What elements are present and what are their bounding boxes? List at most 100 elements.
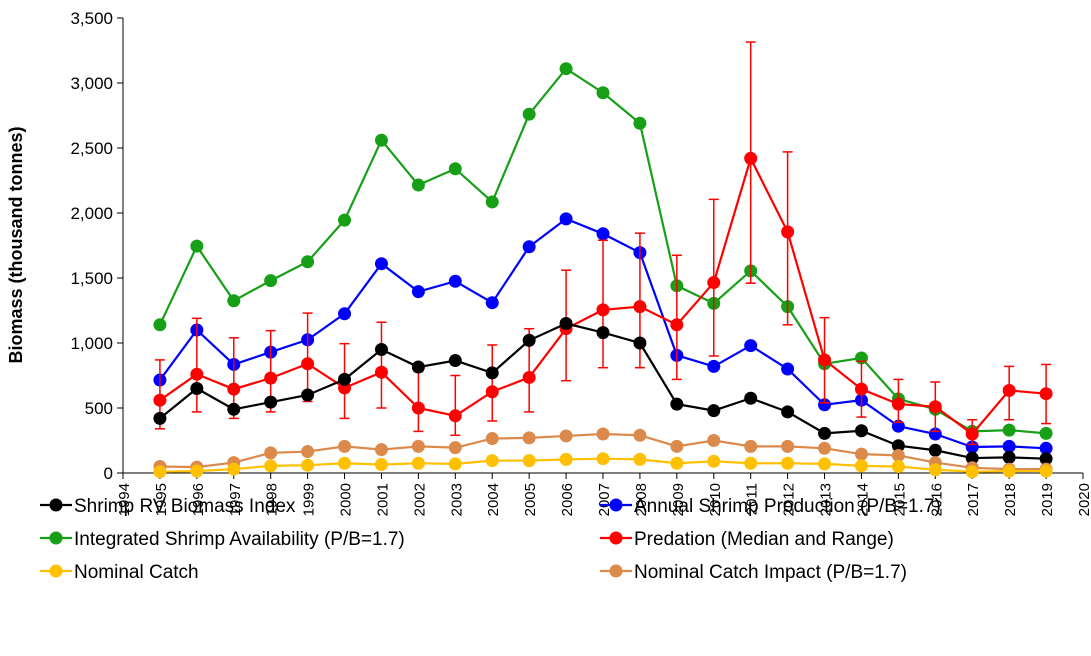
data-point	[338, 439, 352, 453]
data-point	[670, 456, 684, 470]
x-tick-label: 2002	[411, 483, 428, 516]
data-point	[411, 360, 425, 374]
x-tick-label: 2017	[965, 483, 982, 516]
data-point	[485, 366, 499, 380]
legend-swatch-point	[49, 531, 63, 545]
data-point	[559, 429, 573, 443]
x-tick-label: 2009	[670, 483, 687, 516]
x-tick-label: 2018	[1002, 483, 1019, 516]
data-point	[965, 451, 979, 465]
data-point	[818, 441, 832, 455]
y-tick-label: 3,000	[70, 74, 113, 93]
data-point	[854, 459, 868, 473]
x-tick-label: 2005	[522, 483, 539, 516]
x-tick-label: 2012	[781, 483, 798, 516]
data-point	[374, 443, 388, 457]
data-point	[744, 339, 758, 353]
data-point	[965, 465, 979, 479]
error-bar	[450, 374, 461, 437]
legend-swatch-point	[609, 498, 623, 512]
x-tick-label: 1994	[116, 483, 133, 516]
legend-label: Integrated Shrimp Availability (P/B=1.7)	[74, 529, 405, 550]
data-point	[928, 463, 942, 477]
x-tick-label: 2016	[928, 483, 945, 516]
data-point	[928, 443, 942, 457]
data-point	[1039, 441, 1053, 455]
data-point	[670, 439, 684, 453]
data-point	[485, 296, 499, 310]
data-point	[854, 447, 868, 461]
data-point	[891, 439, 905, 453]
data-point	[227, 402, 241, 416]
data-point	[891, 460, 905, 473]
x-tick-label: 1997	[227, 483, 244, 516]
data-point	[301, 357, 315, 371]
x-tick-label: 2015	[891, 483, 908, 516]
y-tick-label: 0	[104, 464, 113, 483]
data-point	[596, 227, 610, 241]
y-tick-label: 1,500	[70, 269, 113, 288]
legend-label: Nominal Catch	[74, 562, 199, 583]
legend-label: Shrimp RV Biomass Index	[74, 496, 296, 517]
data-point	[411, 439, 425, 453]
data-point	[818, 353, 832, 367]
data-point	[1039, 426, 1053, 440]
y-tick-label: 1,000	[70, 334, 113, 353]
data-point	[485, 432, 499, 446]
data-point	[891, 448, 905, 462]
data-point	[301, 388, 315, 402]
x-tick-label: 2013	[818, 483, 835, 516]
data-point	[448, 274, 462, 288]
data-point	[633, 300, 647, 314]
data-point	[818, 457, 832, 471]
data-point	[485, 195, 499, 209]
data-point	[744, 456, 758, 470]
data-point	[522, 333, 536, 347]
x-tick-label: 2010	[707, 483, 724, 516]
data-point	[227, 382, 241, 396]
data-point	[781, 456, 795, 470]
data-point	[670, 397, 684, 411]
y-tick-label: 3,500	[70, 9, 113, 28]
error-bar	[487, 344, 498, 422]
data-point	[190, 464, 204, 478]
y-tick-label: 2,000	[70, 204, 113, 223]
data-point	[707, 404, 721, 418]
x-tick-label: 2014	[854, 483, 871, 516]
x-tick-label: 2020	[1076, 483, 1091, 516]
data-point	[559, 452, 573, 466]
data-point	[411, 401, 425, 415]
error-bar	[376, 321, 387, 409]
data-point	[522, 240, 536, 254]
data-point	[227, 462, 241, 476]
y-tick-label: 2,500	[70, 139, 113, 158]
data-point	[338, 456, 352, 470]
data-point	[190, 382, 204, 395]
data-point	[485, 385, 499, 399]
data-point	[633, 336, 647, 350]
data-point	[1002, 464, 1016, 478]
data-point	[153, 318, 167, 332]
data-point	[965, 427, 979, 441]
data-point	[264, 459, 278, 473]
data-point	[596, 326, 610, 340]
legend-swatch-point	[609, 531, 623, 545]
data-point	[596, 86, 610, 100]
data-point	[670, 318, 684, 332]
legend-label: Predation (Median and Range)	[634, 529, 894, 550]
data-point	[1039, 387, 1053, 401]
data-point	[264, 274, 278, 288]
data-point	[522, 431, 536, 445]
data-point	[411, 285, 425, 299]
data-point	[744, 391, 758, 405]
legend-swatch-point	[49, 564, 63, 578]
data-point	[264, 446, 278, 460]
data-point	[448, 457, 462, 471]
data-point	[448, 354, 462, 368]
data-point	[522, 370, 536, 384]
legend-label: Annual Shrimp Production (P/B=1.7)	[634, 496, 941, 517]
error-bar	[191, 317, 202, 413]
data-point	[928, 400, 942, 414]
data-point	[1002, 439, 1016, 453]
